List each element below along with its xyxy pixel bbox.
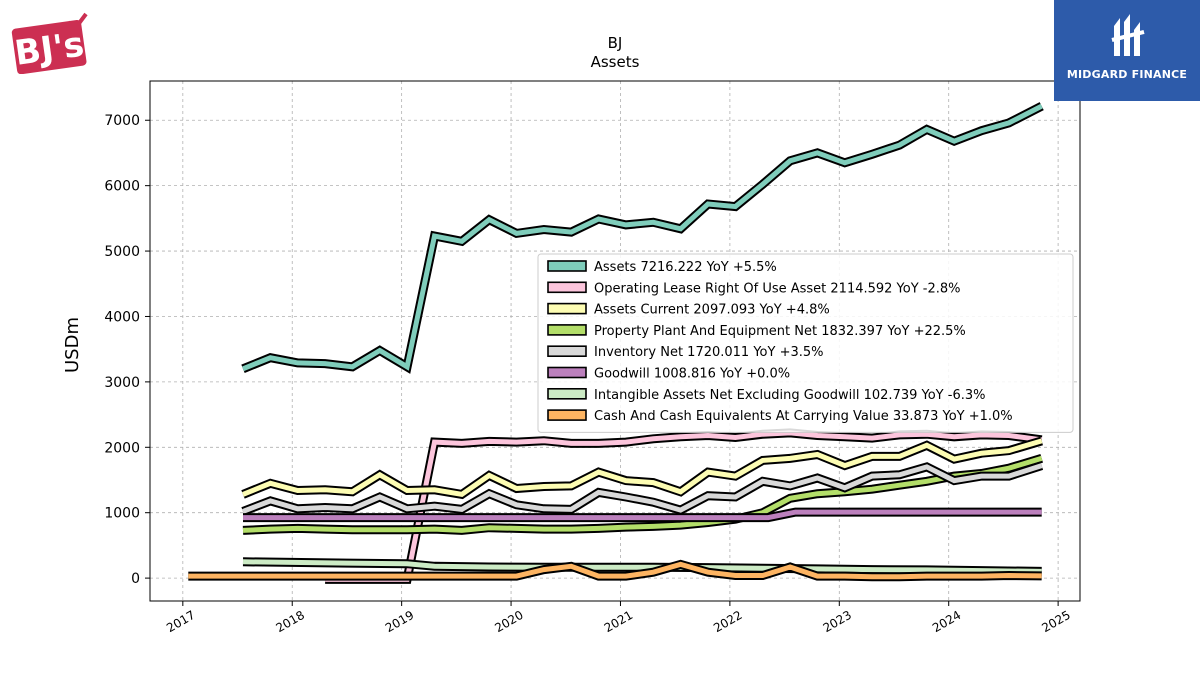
series-line [242,438,1043,498]
y-tick-label: 4000 [104,309,140,325]
x-tick-label: 2022 [711,608,744,635]
series-assets [241,102,1044,374]
series-operating-lease-right-of-use-asset [325,428,1043,584]
legend-label: Cash And Cash Equivalents At Carrying Va… [594,409,1013,424]
series-lines [188,102,1044,584]
chart-subtitle: Assets [591,53,640,71]
legend-swatch [547,260,587,272]
legend-label: Assets Current 2097.093 YoY +4.8% [594,303,830,318]
plot-frame [149,80,1081,602]
series-line [242,559,1042,574]
x-tick-label: 2019 [383,608,416,635]
legend-swatch [547,387,587,400]
x-tick-label: 2024 [930,608,963,635]
legend-swatch [547,324,587,336]
y-axis-label: USDm [62,317,83,373]
legend-label: Intangible Assets Net Excluding Goodwill… [594,388,985,403]
series-line [188,561,1042,580]
series-line [242,455,1043,533]
legend-swatch [547,366,587,379]
series-line [325,430,1043,582]
legend-swatch [547,302,587,315]
y-tick-label: 3000 [104,375,140,391]
series-line [242,103,1043,372]
legend-label: Property Plant And Equipment Net 1832.39… [594,324,966,339]
x-tick-label: 2021 [602,608,635,635]
legend-label: Operating Lease Right Of Use Asset 2114.… [594,281,961,296]
legend-swatch [547,281,587,294]
x-tick-label: 2018 [274,608,307,635]
series-line [242,463,1043,514]
midgard-finance-logo: MIDGARD FINANCE [1054,0,1200,101]
midgard-finance-name: MIDGARD FINANCE [1066,68,1188,81]
legend-swatch [547,409,587,421]
bjs-logo: BJ's [10,10,90,75]
series-inventory-net [241,461,1044,516]
legend-label: Goodwill 1008.816 YoY +0.0% [594,367,790,382]
series-assets-current [241,436,1043,500]
legend-label: Inventory Net 1720.011 YoY +3.5% [594,345,824,360]
series-line [243,509,1042,521]
midgard-emblem-icon [1111,14,1145,56]
legend-label: Assets 7216.222 YoY +5.5% [594,260,777,275]
chart-title: BJ [608,34,623,52]
y-tick-label: 6000 [104,179,140,195]
y-tick-label: 2000 [104,440,140,456]
y-tick-label: 5000 [104,244,140,260]
series-goodwill [243,507,1042,523]
y-tick-label: 7000 [104,113,140,129]
x-tick-label: 2020 [492,608,525,635]
series-property-plant-and-equipment-net [242,453,1044,535]
legend: Assets 7216.222 YoY +5.5% Operating Lease… [537,253,1074,433]
legend-swatch [547,345,587,358]
y-tick-label: 1000 [104,506,140,522]
series-intangible-assets-net-excluding-goodwill [242,557,1042,576]
x-tick-label: 2023 [821,608,854,635]
series-cash-and-cash-equivalents-at-carrying-value [188,559,1042,582]
x-tick-label: 2025 [1039,608,1072,635]
y-tick-label: 0 [131,571,140,587]
x-tick-label: 2017 [164,608,197,635]
legend-box [537,253,1074,433]
